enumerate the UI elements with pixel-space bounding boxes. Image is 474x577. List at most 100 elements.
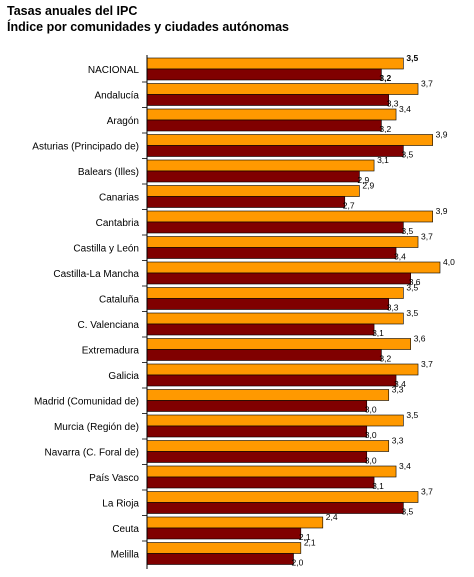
bar-series-b [146, 374, 397, 387]
bar-series-b [146, 476, 375, 489]
category-label: Balears (Illes) [78, 167, 139, 178]
data-label: 3,4 [399, 104, 411, 114]
data-label: 2,4 [326, 512, 338, 522]
bar-series-a [146, 414, 404, 427]
data-label: 3,1 [377, 155, 389, 165]
data-label: 3,5 [401, 507, 413, 517]
data-label: 3,0 [365, 456, 377, 466]
bar-series-a [146, 236, 419, 248]
category-label: La Rioja [102, 499, 139, 510]
category-label: Navarra (C. Foral de) [45, 448, 139, 459]
category-label: C. Valenciana [77, 320, 139, 331]
category-label: NACIONAL [88, 65, 140, 76]
category-label: Melilla [111, 550, 140, 561]
category-label: Canarias [99, 193, 139, 204]
category-label: Ceuta [112, 524, 139, 535]
data-label: 3,6 [409, 277, 421, 287]
data-label: 3,7 [421, 79, 433, 89]
data-label: 3,2 [379, 354, 391, 364]
bar-series-b [146, 400, 368, 412]
data-label: 3,3 [387, 99, 399, 109]
bar-series-b [146, 145, 404, 157]
bar-series-a [146, 185, 360, 197]
bar-series-b [146, 247, 397, 259]
data-label: 3,3 [387, 303, 399, 313]
bar-series-a [146, 542, 302, 554]
bar-series-b [146, 170, 360, 183]
bar-series-a [146, 83, 419, 95]
bar-series-b [146, 119, 382, 132]
bar-series-b [146, 502, 404, 514]
category-label: País Vasco [89, 473, 139, 484]
bar-series-a [146, 312, 404, 325]
bar-series-a [146, 338, 412, 350]
bar-series-b [146, 68, 382, 81]
category-label: Murcia (Región de) [54, 422, 139, 433]
bar-series-a [146, 287, 404, 299]
category-label: Castilla-La Mancha [53, 269, 139, 280]
data-label: 3,5 [406, 308, 418, 318]
data-label: 3,5 [406, 283, 418, 293]
data-label: 3,3 [392, 436, 404, 446]
data-label: 3,4 [394, 379, 406, 389]
bar-series-b [146, 425, 368, 438]
data-label: 3,9 [436, 130, 448, 140]
data-label: 3,2 [379, 73, 391, 83]
data-label: 3,5 [401, 150, 413, 160]
data-label: 3,1 [372, 481, 384, 491]
bar-series-a [146, 210, 433, 223]
bar-series-a [146, 57, 404, 70]
category-label: Cantabria [96, 218, 140, 229]
bar-series-a [146, 491, 419, 503]
data-label: 3,7 [421, 232, 433, 242]
bar-series-b [146, 527, 302, 540]
chart-subtitle: Índice por comunidades y ciudades autóno… [7, 20, 290, 34]
chart-title: Tasas anuales del IPC [7, 4, 138, 18]
category-label: Andalucía [95, 91, 140, 102]
data-label: 2,9 [357, 175, 369, 185]
data-label: 3,9 [436, 206, 448, 216]
data-label: 3,3 [392, 385, 404, 395]
bar-series-b [146, 272, 412, 285]
bar-series-b [146, 349, 382, 361]
data-label: 4,0 [443, 257, 455, 267]
bar-series-b [146, 196, 346, 208]
bar-series-b [146, 451, 368, 463]
bar-series-a [146, 389, 390, 401]
category-label: Asturias (Principado de) [32, 142, 139, 153]
bar-series-a [146, 363, 419, 376]
bar-series-b [146, 94, 390, 106]
category-label: Extremadura [82, 346, 140, 357]
bar-series-b [146, 298, 390, 310]
bar-series-b [146, 553, 294, 565]
bar-series-a [146, 134, 433, 146]
data-label: 3,2 [379, 124, 391, 134]
data-label: 3,0 [365, 405, 377, 415]
bar-series-a [146, 516, 324, 529]
data-label: 3,0 [365, 430, 377, 440]
data-label: 3,5 [401, 226, 413, 236]
bar-series-a [146, 261, 441, 274]
data-label: 2,9 [362, 181, 374, 191]
data-label: 3,4 [399, 461, 411, 471]
data-label: 3,5 [406, 53, 418, 63]
category-label: Galicia [108, 371, 139, 382]
data-label: 3,1 [372, 328, 384, 338]
data-label: 3,7 [421, 487, 433, 497]
bar-series-a [146, 159, 375, 172]
bar-series-a [146, 108, 397, 121]
data-label: 2,0 [292, 558, 304, 568]
bar-series-a [146, 440, 390, 452]
data-label: 3,4 [394, 252, 406, 262]
data-label: 2,7 [343, 201, 355, 211]
category-label: Madrid (Comunidad de) [34, 397, 139, 408]
bar-series-b [146, 221, 404, 234]
bar-series-a [146, 465, 397, 478]
category-label: Aragón [107, 116, 139, 127]
category-label: Castilla y León [73, 244, 139, 255]
category-label: Cataluña [99, 295, 139, 306]
bar-series-b [146, 323, 375, 336]
data-label: 2,1 [304, 538, 316, 548]
data-label: 3,5 [406, 410, 418, 420]
